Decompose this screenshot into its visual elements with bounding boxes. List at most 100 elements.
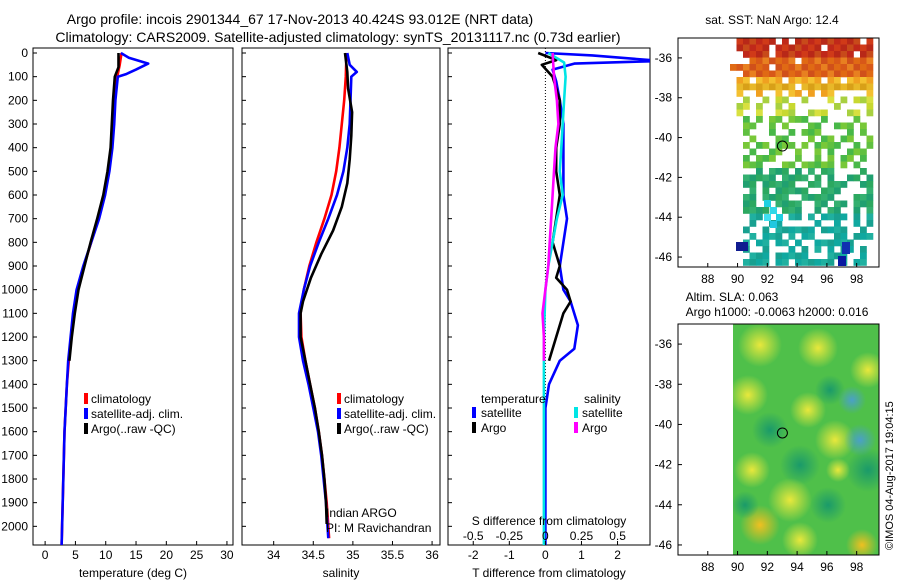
legend-swatch-s-argo <box>574 422 578 433</box>
sst-cell <box>788 70 796 78</box>
salinity-legend: climatology satellite-adj. clim. Argo(..… <box>337 392 436 436</box>
sst-cell <box>866 51 874 58</box>
sst-cell <box>743 174 750 182</box>
x-tick-label: 30 <box>220 548 234 562</box>
sst-cell <box>743 194 750 201</box>
sst-cell <box>762 64 770 71</box>
sst-cell <box>795 70 802 78</box>
sst-cell <box>762 155 770 162</box>
sst-cell <box>838 256 846 266</box>
sst-cell <box>847 129 854 136</box>
sst-cell <box>847 44 854 52</box>
sst-cell <box>840 252 848 260</box>
sst-cell <box>775 90 783 97</box>
depth-tick-label: 1300 <box>1 354 28 368</box>
sst-cell <box>775 77 783 84</box>
sst-cell <box>762 70 770 78</box>
sst-cell <box>827 168 835 175</box>
sst-cell <box>808 135 815 143</box>
difference-x-axis: -2 -1 0 1 2 <box>468 541 621 562</box>
sst-cell <box>788 226 796 234</box>
sst-cell <box>762 96 770 104</box>
sst-cell <box>743 200 750 208</box>
sst-cell <box>769 129 776 136</box>
depth-tick-label: 1700 <box>1 448 28 462</box>
sst-cell <box>795 207 802 214</box>
sst-cell <box>795 213 802 221</box>
sst-cell <box>814 57 822 65</box>
lon-tick-label: 90 <box>731 272 745 286</box>
legend-label-argo: Argo(..raw -QC) <box>344 422 429 436</box>
sst-cell <box>834 57 841 65</box>
sst-cell <box>853 148 861 156</box>
sst-cell <box>834 220 841 227</box>
sst-cell <box>860 96 867 104</box>
sst-cell <box>827 155 835 162</box>
sst-cell <box>775 252 783 260</box>
sst-cell <box>827 96 835 104</box>
sst-cell <box>769 38 776 45</box>
sst-cell <box>866 174 874 182</box>
sst-cell <box>769 148 776 156</box>
sst-cell <box>801 83 809 91</box>
sst-cell <box>795 168 802 175</box>
sst-cell <box>860 77 867 84</box>
sst-cell <box>769 116 776 123</box>
sst-cell <box>762 181 770 188</box>
lon-tick-label: 98 <box>850 272 864 286</box>
sst-cell <box>866 109 874 117</box>
sst-cell <box>749 259 757 266</box>
sst-cell <box>743 161 750 169</box>
sla-blob <box>733 491 759 519</box>
sst-cell <box>736 38 744 45</box>
sst-cell <box>769 83 776 91</box>
sst-cell <box>782 135 789 143</box>
sla-blob <box>738 324 782 367</box>
sst-cell <box>827 135 835 143</box>
sst-cell <box>821 38 828 45</box>
sst-cell <box>788 103 796 110</box>
sst-cell <box>749 220 757 227</box>
x-tick-label: 36 <box>425 548 439 562</box>
sst-cell <box>795 64 802 71</box>
sst-cell <box>795 51 802 58</box>
header-line-2: Climatology: CARS2009. Satellite-adjuste… <box>55 29 620 45</box>
sst-map-title: sat. SST: NaN Argo: 12.4 <box>705 13 839 27</box>
sst-cell <box>775 57 783 65</box>
sst-cell <box>801 96 809 104</box>
sst-cell <box>834 64 841 71</box>
lat-tick-label: -38 <box>655 377 673 391</box>
sst-cell <box>827 239 835 247</box>
sst-cell <box>814 161 822 169</box>
sst-cell <box>814 38 822 45</box>
sst-cell <box>853 96 861 104</box>
sst-cell <box>743 181 750 188</box>
sst-cell <box>827 181 835 188</box>
sst-cell <box>827 44 835 52</box>
sla-blob <box>815 375 845 405</box>
sst-cell <box>814 174 822 182</box>
sst-cell <box>821 213 828 221</box>
sst-cell <box>749 51 757 58</box>
sst-cell <box>840 70 848 78</box>
sst-cell <box>834 44 841 52</box>
sst-cell <box>866 64 874 71</box>
sst-cell <box>795 200 802 208</box>
sst-cell <box>847 174 854 182</box>
sst-cell <box>749 161 757 169</box>
sla-blob <box>810 487 846 523</box>
difference-s-axis: -0.5 -0.25 0 0.25 0.5 <box>463 529 626 543</box>
sst-cell <box>749 38 757 45</box>
sst-cell <box>821 135 828 143</box>
sst-cell <box>788 187 796 195</box>
legend-label-t-argo: Argo <box>481 421 507 435</box>
sst-cell <box>743 129 750 136</box>
x-tick-label: 1 <box>578 548 585 562</box>
sla-blob <box>844 424 876 456</box>
sst-cell <box>801 233 809 240</box>
sst-cell <box>827 207 835 214</box>
sst-cell <box>827 142 835 149</box>
legend-swatch-satellite <box>337 408 341 419</box>
sst-cell <box>827 77 835 84</box>
